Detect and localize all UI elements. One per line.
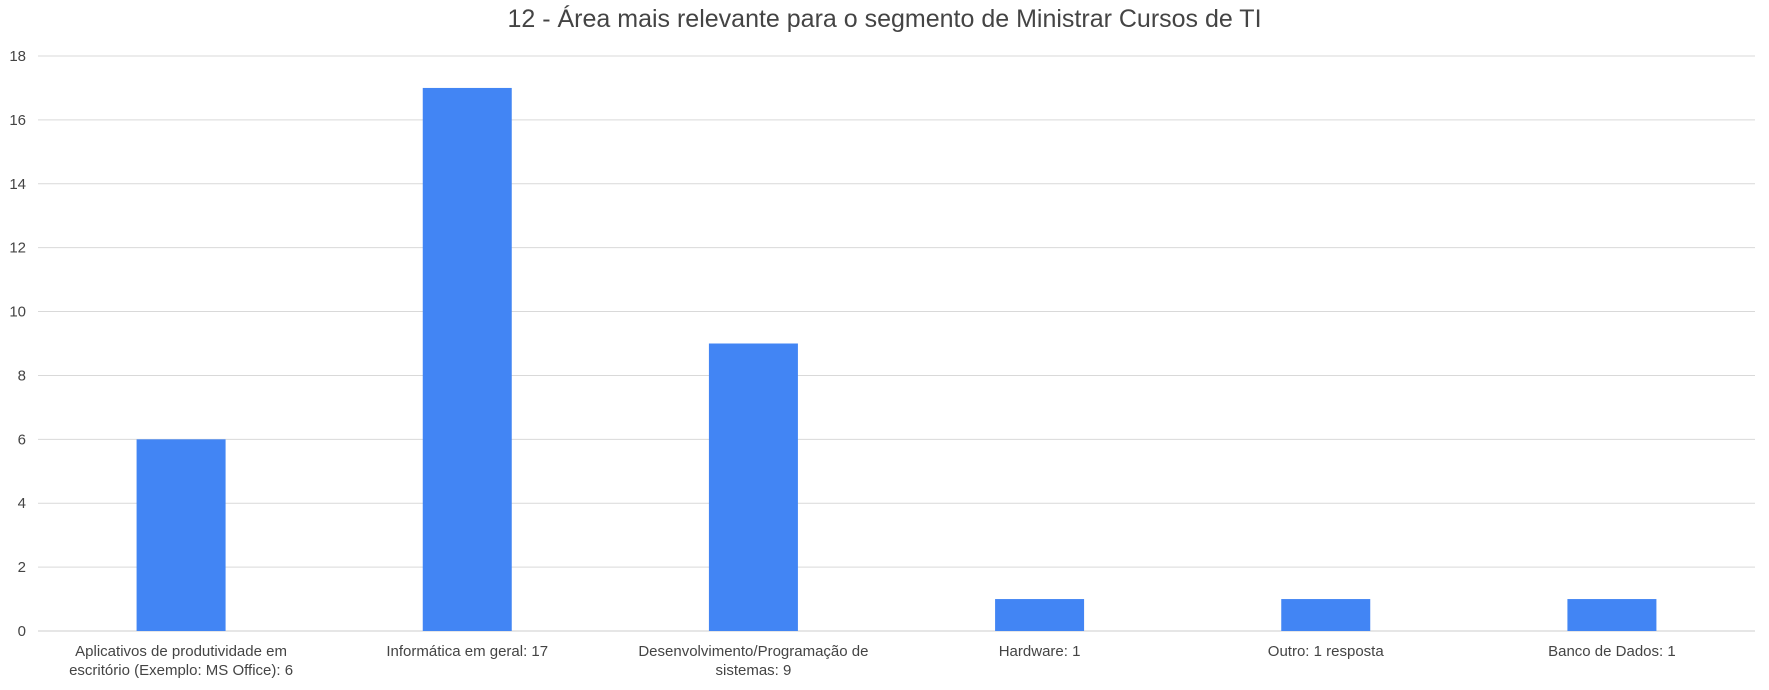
bar xyxy=(422,87,512,631)
x-tick-label: Desenvolvimento/Programação de sistemas: … xyxy=(638,643,868,679)
y-tick-label: 0 xyxy=(18,623,26,640)
x-tick-label: Outro: 1 resposta xyxy=(1268,643,1385,660)
bar xyxy=(1567,599,1657,631)
bar xyxy=(1281,599,1371,631)
y-tick-label: 4 xyxy=(18,495,26,512)
x-tick-label: Aplicativos de produtividade em escritóri… xyxy=(69,643,293,679)
y-tick-label: 6 xyxy=(18,431,26,448)
x-tick-label: Hardware: 1 xyxy=(999,643,1081,660)
y-tick-label: 12 xyxy=(9,240,26,257)
y-tick-label: 8 xyxy=(18,367,26,384)
x-tick-label: Informática em geral: 17 xyxy=(386,643,548,660)
y-tick-label: 14 xyxy=(9,176,26,193)
y-tick-label: 16 xyxy=(9,112,26,129)
chart-title: 12 - Área mais relevante para o segmento… xyxy=(507,5,1262,33)
y-tick-label: 2 xyxy=(18,559,26,576)
y-tick-label: 18 xyxy=(9,48,26,65)
x-tick-label: Banco de Dados: 1 xyxy=(1548,643,1676,660)
bar xyxy=(708,343,798,631)
bar xyxy=(136,439,226,631)
bar xyxy=(995,599,1085,631)
y-tick-label: 10 xyxy=(9,304,26,321)
